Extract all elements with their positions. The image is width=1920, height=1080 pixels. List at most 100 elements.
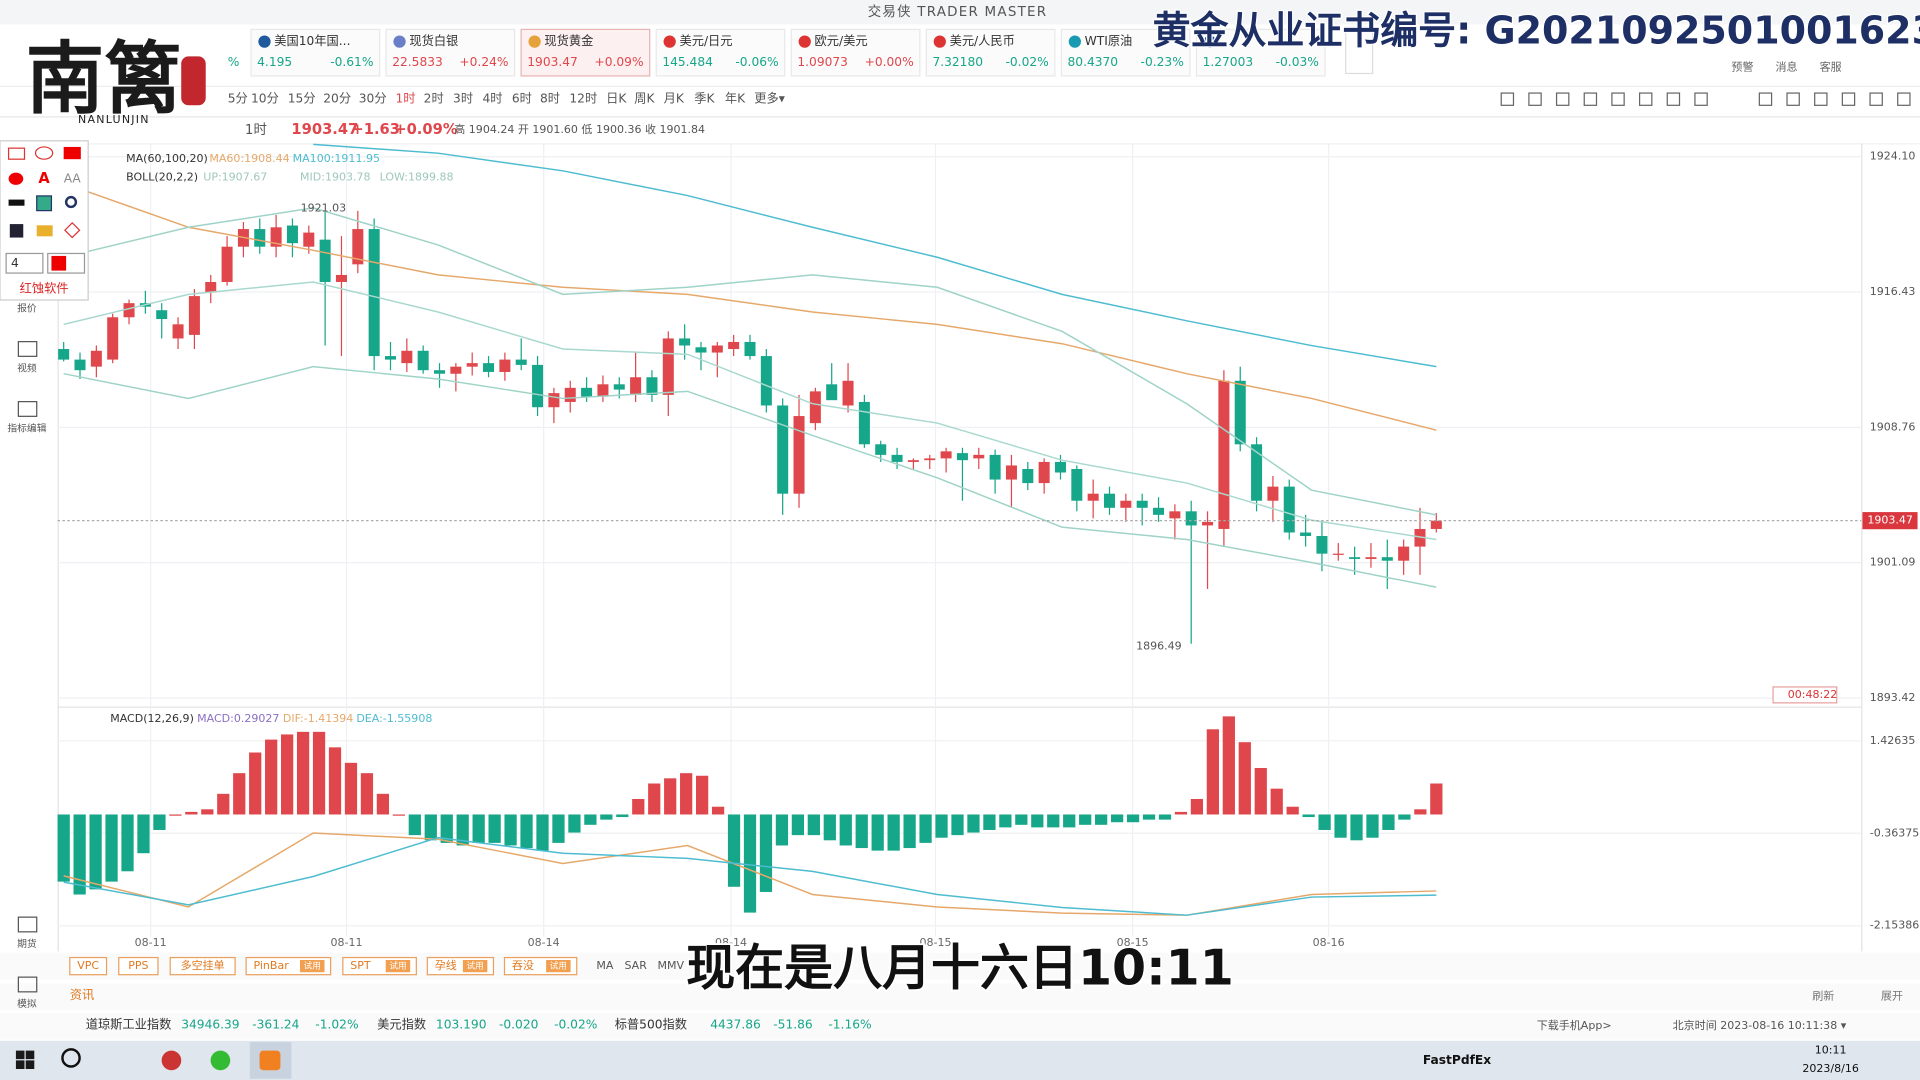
quote-tile[interactable] [385, 28, 516, 77]
timeframe[interactable]: 15分 [288, 92, 316, 106]
sidebar-icon[interactable] [17, 976, 38, 993]
draw-tool[interactable] [1694, 92, 1708, 106]
timeframe[interactable]: 周K [634, 92, 655, 106]
timeframe[interactable]: 5分 [228, 92, 248, 106]
tool-eraser[interactable] [64, 221, 81, 239]
draw-tool[interactable] [1666, 92, 1681, 106]
tool-image[interactable] [36, 195, 53, 212]
tool-button[interactable] [69, 956, 108, 976]
timeframe[interactable]: 月K [664, 92, 685, 106]
tool-fill-ellipse[interactable] [8, 172, 24, 185]
macd-bar [568, 814, 581, 833]
sidebar-label[interactable]: 指标编辑 [7, 422, 46, 435]
download-app[interactable]: 下载手机App> [1537, 1018, 1612, 1032]
search-box[interactable] [1345, 26, 1374, 75]
quote-tile[interactable] [250, 28, 381, 77]
candle-body [842, 380, 854, 406]
candle-body [1103, 493, 1116, 508]
indicator-legend: MID:1903.78 [300, 171, 371, 184]
draw-tool[interactable] [1814, 92, 1828, 106]
header-button[interactable]: 客服 [1820, 59, 1842, 73]
sidebar-label[interactable]: 期货 [17, 937, 37, 950]
tool-ellipse[interactable] [34, 146, 54, 160]
tool-label[interactable]: PPS [128, 959, 148, 972]
taskbar-app[interactable] [161, 1050, 182, 1071]
sidebar-icon[interactable] [17, 341, 38, 357]
draw-tool[interactable] [1500, 92, 1515, 106]
sidebar-icon[interactable] [17, 916, 38, 933]
tool-fill-rect[interactable] [63, 146, 81, 160]
plain-tool[interactable]: MMV [658, 959, 685, 972]
quote-tile[interactable] [1195, 28, 1326, 77]
sidebar-icon[interactable] [17, 401, 38, 417]
timeframe[interactable]: 30分 [359, 92, 387, 106]
quote-tile[interactable] [790, 28, 921, 77]
candle-body [483, 363, 495, 372]
timeframe[interactable]: 2时 [424, 92, 444, 106]
tool-label[interactable]: 孕线 [435, 958, 457, 972]
tool-open[interactable] [36, 225, 53, 237]
header-button[interactable]: 预警 [1731, 59, 1753, 73]
timeframe[interactable]: 12时 [569, 92, 597, 106]
timeframe[interactable]: 6时 [512, 92, 532, 106]
draw-tool[interactable] [1583, 92, 1598, 106]
start-button[interactable] [15, 1050, 35, 1069]
tool-rect[interactable] [7, 147, 26, 160]
size-select[interactable] [5, 252, 44, 274]
quote-tile[interactable] [1060, 28, 1191, 77]
timeframe[interactable]: 年K [725, 92, 746, 106]
tool-font[interactable]: AA [64, 171, 82, 185]
timeframe[interactable]: 季K [694, 92, 715, 106]
taskbar-app[interactable] [210, 1050, 231, 1071]
tool-label[interactable]: PinBar [253, 959, 289, 972]
quote-tile[interactable] [655, 28, 786, 77]
taskbar-app-name[interactable]: FastPdfEx [1423, 1053, 1491, 1067]
timeframe[interactable]: 1时 [396, 92, 416, 106]
macd-bar [57, 814, 70, 882]
timeframe[interactable]: 4时 [482, 92, 502, 106]
plain-tool[interactable]: MA [596, 959, 614, 972]
tool-button[interactable] [118, 956, 159, 976]
tool-label[interactable]: SPT [350, 959, 371, 972]
tool-text[interactable]: A [38, 170, 50, 187]
plain-tool[interactable]: SAR [624, 959, 647, 972]
draw-tool[interactable] [1869, 92, 1883, 106]
quote-name: 美元/人民币 [950, 34, 1015, 48]
macd-bar [1366, 814, 1379, 838]
candle-body [384, 356, 397, 360]
header-button[interactable]: 消息 [1776, 59, 1798, 73]
taskbar-app[interactable] [259, 1050, 281, 1071]
tool-label[interactable]: VPC [77, 959, 99, 972]
news-expand[interactable]: 展开 [1881, 990, 1903, 1003]
timeframe[interactable]: 8时 [540, 92, 560, 106]
search-button[interactable] [61, 1048, 81, 1068]
sidebar-label[interactable]: 视频 [17, 362, 37, 375]
draw-tool[interactable] [1611, 92, 1625, 106]
news-refresh[interactable]: 刷新 [1812, 989, 1834, 1003]
draw-tool[interactable] [1758, 92, 1773, 106]
timeframe[interactable]: 20分 [323, 92, 351, 106]
draw-tool[interactable] [1555, 92, 1570, 106]
quote-tile[interactable] [520, 28, 651, 77]
timeframe[interactable]: 10分 [251, 92, 279, 106]
timeframe[interactable]: 更多▾ [754, 92, 785, 106]
draw-tool[interactable] [1897, 92, 1911, 106]
tool-label[interactable]: 多空挂单 [181, 958, 225, 972]
tool-zoom[interactable] [64, 195, 78, 209]
draw-tool[interactable] [1528, 92, 1542, 106]
tool-line[interactable] [8, 199, 25, 206]
sidebar-label[interactable]: 报价 [17, 302, 37, 315]
macd-bar [664, 778, 677, 815]
quote-tile[interactable] [925, 28, 1056, 77]
draw-tool[interactable] [1638, 92, 1653, 106]
sidebar-label[interactable]: 模拟 [17, 997, 37, 1010]
tool-button[interactable] [169, 956, 236, 976]
tool-label[interactable]: 吞没 [512, 959, 534, 972]
quote-change: +0.00% [865, 55, 914, 69]
timeframe[interactable]: 3时 [453, 92, 473, 106]
draw-tool[interactable] [1786, 92, 1800, 106]
timeframe[interactable]: 日K [606, 92, 627, 106]
tool-save[interactable] [9, 224, 24, 238]
draw-tool[interactable] [1841, 92, 1856, 106]
indicator-legend: MA100:1911.95 [293, 152, 380, 165]
